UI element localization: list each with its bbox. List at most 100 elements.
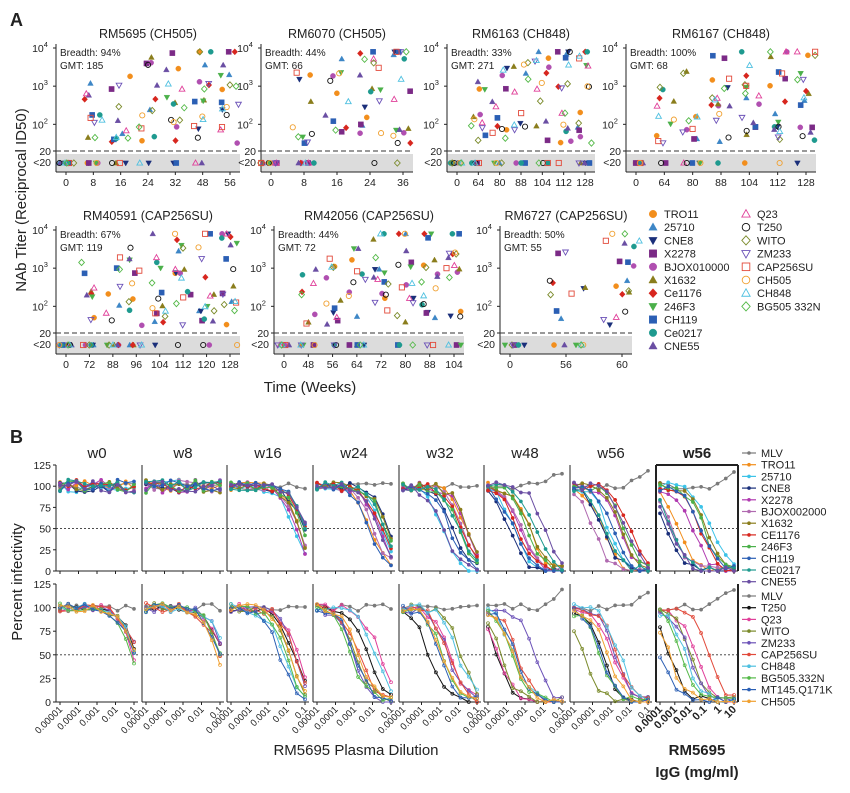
titer-point: [554, 49, 561, 55]
curve-point: [723, 699, 728, 704]
curve-point: [229, 487, 233, 492]
x-tick-label: 0: [63, 177, 69, 189]
legend-marker: [747, 652, 751, 657]
curve-point: [286, 500, 291, 505]
curve-point: [144, 607, 148, 612]
titer-point: [173, 236, 181, 244]
subplot-title: RM6167 (CH848): [672, 27, 770, 41]
titer-point: [126, 307, 133, 314]
curve-point: [510, 521, 515, 526]
x-tick-label: 8: [90, 177, 96, 189]
x-tick-label: 56: [560, 359, 572, 371]
neutralization-subplot: [312, 465, 395, 574]
titer-point: [741, 160, 748, 166]
y-tick-label: 102: [476, 298, 492, 313]
curve-point: [658, 488, 662, 493]
titer-point: [130, 296, 136, 302]
titer-point: [393, 48, 400, 55]
titer-point: [115, 82, 123, 90]
curve-point: [323, 611, 328, 616]
curve-point: [535, 660, 540, 665]
curve-point: [629, 694, 634, 699]
titer-subplot: RM40591 (CAP256SU)10410310220<20Breadth:…: [32, 209, 241, 371]
titer-point: [227, 241, 234, 248]
curve-point: [629, 569, 634, 573]
infectivity-curve: [487, 614, 563, 703]
curve-point: [475, 483, 479, 488]
x-tick-label: 0: [281, 359, 287, 371]
titer-point: [330, 342, 338, 349]
infectivity-curve: [659, 609, 735, 699]
curve-point: [588, 605, 593, 609]
titer-point: [547, 290, 555, 299]
legend-marker: [649, 262, 658, 271]
legend-label: 25710: [761, 471, 792, 483]
x-tick-label: 64: [658, 177, 670, 189]
curve-point: [450, 668, 455, 673]
legend-marker: [747, 579, 751, 584]
titer-point: [800, 93, 808, 101]
titer-point: [564, 61, 573, 68]
curve-point: [510, 490, 515, 494]
curve-point: [450, 549, 455, 553]
curve-point: [389, 680, 393, 685]
curve-point: [372, 498, 377, 503]
titer-point: [510, 127, 519, 134]
titer-point: [522, 70, 530, 76]
titer-point: [153, 81, 161, 88]
titer-point: [144, 61, 152, 68]
curve-point: [691, 566, 695, 571]
curve-point: [115, 482, 120, 487]
curve-point: [58, 488, 62, 493]
infectivity-curve: [573, 610, 648, 703]
titer-point: [712, 117, 720, 125]
titer-point: [109, 341, 117, 348]
titer-point: [575, 52, 584, 59]
titer-point: [448, 159, 456, 167]
titer-point: [544, 137, 551, 144]
curve-point: [82, 486, 87, 491]
curve-point: [372, 603, 377, 608]
curve-point: [74, 479, 79, 484]
titer-point: [568, 290, 575, 297]
titer-point: [219, 235, 225, 241]
curve-point: [715, 675, 720, 679]
curve-point: [535, 511, 540, 516]
curve-point: [475, 687, 479, 692]
curve-point: [218, 652, 222, 657]
legend-label: MLV: [761, 448, 783, 460]
titer-point: [206, 292, 214, 299]
curve-point: [245, 611, 250, 616]
x-tick-label: 88: [424, 359, 436, 371]
infectivity-curve: [659, 488, 735, 572]
legend-label: MT145.Q171K: [761, 685, 833, 697]
titer-point: [160, 318, 167, 326]
legend-marker: [747, 641, 751, 645]
titer-point: [87, 79, 94, 86]
curve-point: [58, 605, 62, 610]
curve-point: [519, 490, 523, 495]
curve-point: [637, 563, 642, 568]
curve-point: [723, 553, 728, 557]
titer-point: [346, 342, 353, 348]
y-tick-label: 20: [39, 328, 51, 340]
neutralization-subplot: [141, 465, 224, 574]
titer-point: [309, 279, 318, 286]
titer-point: [149, 230, 156, 237]
curve-point: [494, 616, 499, 621]
infectivity-curve: [573, 489, 648, 572]
curve-point: [152, 605, 157, 609]
curve-point: [732, 566, 736, 570]
curve-point: [674, 548, 679, 553]
curve-point: [707, 535, 712, 540]
curve-point: [629, 529, 634, 534]
titer-point: [670, 97, 677, 104]
titer-point: [799, 76, 807, 84]
y-tick-label: 0: [45, 566, 51, 578]
curve-point: [646, 590, 650, 595]
breadth-label: Breadth: 33%: [451, 48, 512, 59]
curve-point: [218, 608, 222, 613]
y-tick-label: 50: [39, 650, 51, 662]
legend-label: WITO: [761, 626, 790, 638]
curve-point: [389, 549, 393, 554]
